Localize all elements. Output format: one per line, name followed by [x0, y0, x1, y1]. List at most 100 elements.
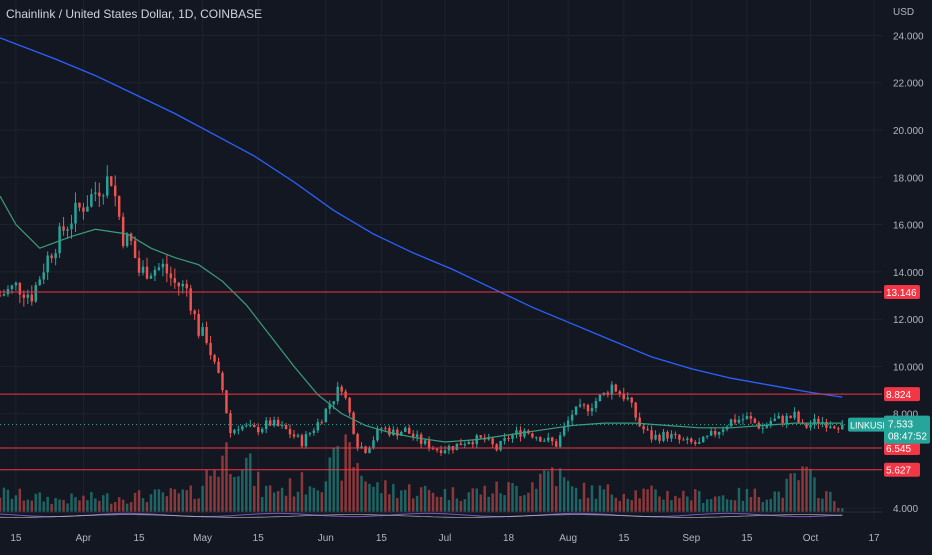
volume-bar — [582, 482, 586, 512]
horizontal-lines[interactable] — [0, 291, 882, 471]
time-axis[interactable]: 15 Apr 15 May 15 Jun 15 Jul 18 Aug 15 Sep 15 Oct 17 — [10, 533, 880, 544]
candle-body — [245, 425, 248, 427]
candle-body — [225, 390, 228, 414]
time-axis-background — [0, 520, 932, 550]
volume-bar — [626, 498, 629, 512]
candle-body — [459, 443, 463, 446]
volume-bar — [388, 494, 391, 512]
candle-body — [809, 424, 812, 428]
candle-body — [400, 432, 403, 436]
hline-price-text: 6.545 — [886, 444, 911, 455]
volume-bar — [209, 475, 212, 512]
candle-body — [308, 432, 312, 435]
volume-bar — [272, 492, 276, 512]
volume-bar — [578, 499, 582, 512]
candle-body — [344, 391, 347, 398]
candle-body — [590, 408, 594, 412]
volume-bar — [344, 434, 347, 512]
volume-bar — [670, 500, 673, 512]
volume-bar — [260, 496, 264, 512]
volume-bar — [590, 485, 594, 512]
candle-body — [463, 444, 467, 446]
y-tick-label: 10.000 — [893, 362, 924, 373]
x-tick-label: Jun — [318, 533, 334, 544]
candle-body — [82, 207, 85, 212]
candle-body — [145, 266, 149, 279]
candle-body — [443, 450, 447, 454]
ma-slow-line — [0, 37, 843, 398]
volume-bar — [18, 488, 22, 512]
candle-body — [733, 419, 737, 423]
x-tick-label: 15 — [741, 533, 753, 544]
candle-body — [260, 429, 264, 433]
candle-body — [10, 285, 14, 290]
candle-body — [352, 412, 355, 435]
y-tick-label: 8.000 — [893, 410, 918, 421]
hline-price-text: 13.146 — [886, 288, 917, 299]
volume-bar — [761, 502, 765, 512]
volume-bar — [594, 498, 598, 512]
volume-bar — [133, 492, 137, 512]
volume-bar — [813, 477, 816, 512]
volume-bar — [22, 500, 26, 512]
candle-body — [280, 424, 284, 427]
volume-bar — [38, 492, 41, 512]
y-tick-label: 14.000 — [893, 268, 924, 279]
candle-body — [137, 258, 141, 273]
volume-bar — [554, 486, 558, 512]
candle-body — [264, 420, 268, 430]
volume-bar — [340, 480, 343, 512]
candle-body — [626, 397, 629, 400]
volume-bar — [455, 498, 459, 512]
volume-bar — [507, 482, 510, 512]
candle-body — [686, 438, 689, 441]
volume-bar — [765, 499, 769, 512]
candle-body — [2, 294, 6, 296]
volume-bar — [106, 493, 109, 512]
candle-body — [705, 435, 709, 437]
candle-body — [173, 278, 177, 283]
volume-bar — [121, 499, 125, 512]
candle-body — [543, 440, 546, 442]
candle-body — [78, 202, 81, 208]
candle-body — [94, 192, 97, 195]
volume-bar — [614, 497, 618, 512]
volume-bar — [165, 496, 169, 512]
volume-bar — [459, 501, 463, 512]
volume-bar — [741, 500, 745, 512]
price-axis[interactable]: 24.000 22.000 20.000 18.000 16.000 14.000 12.0… — [893, 31, 924, 515]
volume-bar — [622, 494, 625, 512]
candles[interactable] — [0, 165, 844, 456]
candle-body — [614, 384, 618, 392]
candle-body — [531, 433, 534, 438]
candle-body — [392, 429, 395, 436]
candle-body — [674, 433, 677, 435]
volume-bar — [725, 499, 729, 512]
x-tick-label: Oct — [803, 533, 819, 544]
volume-bar — [602, 489, 606, 512]
volume-bar — [713, 496, 717, 512]
volume-bar — [682, 490, 685, 512]
candle-body — [388, 428, 391, 436]
volume-bar — [491, 493, 494, 512]
volume-bar — [650, 485, 653, 512]
candle-body — [630, 397, 633, 403]
y-tick-label: 22.000 — [893, 79, 924, 90]
candle-body — [479, 435, 482, 438]
volume-bar — [777, 491, 780, 512]
y-tick-label: 16.000 — [893, 221, 924, 232]
candle-body — [670, 433, 673, 439]
volume-bar — [320, 492, 324, 512]
volume-bar — [618, 501, 622, 512]
volume-bar — [380, 493, 383, 512]
candle-body — [682, 439, 685, 441]
volume-bar — [817, 498, 820, 512]
y-tick-label: 18.000 — [893, 173, 924, 184]
volume-bar — [674, 495, 677, 512]
candle-body — [320, 422, 324, 424]
volume-bar — [328, 457, 331, 512]
volume-bar — [821, 498, 824, 512]
x-tick-label: Aug — [559, 533, 577, 544]
